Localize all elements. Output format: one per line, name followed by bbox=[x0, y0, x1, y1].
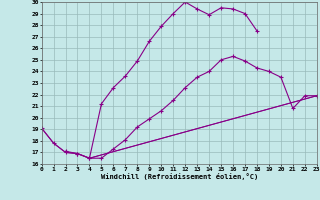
X-axis label: Windchill (Refroidissement éolien,°C): Windchill (Refroidissement éolien,°C) bbox=[100, 173, 258, 180]
